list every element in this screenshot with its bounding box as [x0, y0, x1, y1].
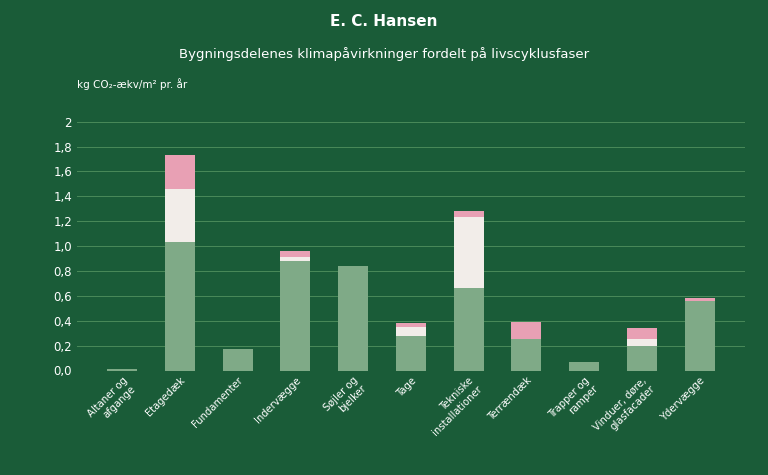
- Bar: [396, 336, 426, 370]
- Text: E. C. Hansen: E. C. Hansen: [330, 14, 438, 29]
- Bar: [684, 301, 714, 370]
- Bar: [627, 328, 657, 340]
- Bar: [511, 322, 541, 340]
- Bar: [454, 211, 484, 218]
- Bar: [280, 257, 310, 261]
- Bar: [280, 251, 310, 257]
- Bar: [454, 218, 484, 288]
- Bar: [627, 340, 657, 346]
- Bar: [627, 346, 657, 371]
- Bar: [338, 266, 368, 370]
- Bar: [511, 340, 541, 370]
- Bar: [569, 362, 599, 370]
- Bar: [280, 261, 310, 370]
- Bar: [165, 189, 195, 242]
- Bar: [165, 155, 195, 189]
- Text: Bygningsdelenes klimapåvirkninger fordelt på livscyklusfaser: Bygningsdelenes klimapåvirkninger fordel…: [179, 48, 589, 61]
- Bar: [223, 349, 253, 370]
- Bar: [108, 369, 137, 370]
- Bar: [454, 288, 484, 370]
- Bar: [396, 323, 426, 327]
- Bar: [684, 298, 714, 301]
- Bar: [165, 242, 195, 370]
- Text: kg CO₂-ækv/m² pr. år: kg CO₂-ækv/m² pr. år: [77, 78, 187, 90]
- Bar: [396, 327, 426, 336]
